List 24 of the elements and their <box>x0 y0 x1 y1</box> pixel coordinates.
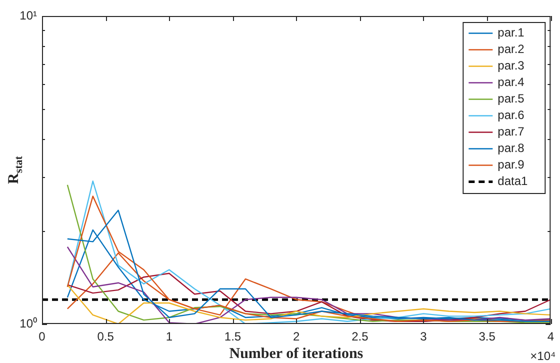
legend-label: par.2 <box>498 42 525 56</box>
legend-label: par.5 <box>498 92 525 106</box>
legend-label: par.1 <box>498 26 525 40</box>
legend-label: par.7 <box>498 124 525 139</box>
legend-label: par.4 <box>498 75 525 90</box>
x-tick-label: 2.5 <box>352 330 369 344</box>
x-axis-title: Number of iterations <box>229 346 364 362</box>
legend-label: par.6 <box>498 108 525 122</box>
y-axis-title: Rstat <box>6 156 25 184</box>
x-tick-label: 0 <box>38 330 46 344</box>
y-tick-label: 10¹ <box>20 8 38 22</box>
x-tick-label: 3.5 <box>478 330 496 344</box>
y-tick-label: 10⁰ <box>20 316 37 330</box>
x-tick-label: 4 <box>547 330 554 344</box>
x-tick-label: 2 <box>292 330 300 344</box>
legend-label: par.3 <box>498 58 525 73</box>
x-tick-label: 0.5 <box>97 330 114 344</box>
x-tick-label: 1.5 <box>224 330 242 344</box>
x-tick-label: 1 <box>166 330 173 344</box>
text: ×10⁴ <box>530 349 556 363</box>
legend-label: par.8 <box>498 141 525 156</box>
legend-label: par.9 <box>498 158 525 172</box>
x-tick-label: 3 <box>420 330 428 344</box>
legend-label: data1 <box>498 174 528 188</box>
